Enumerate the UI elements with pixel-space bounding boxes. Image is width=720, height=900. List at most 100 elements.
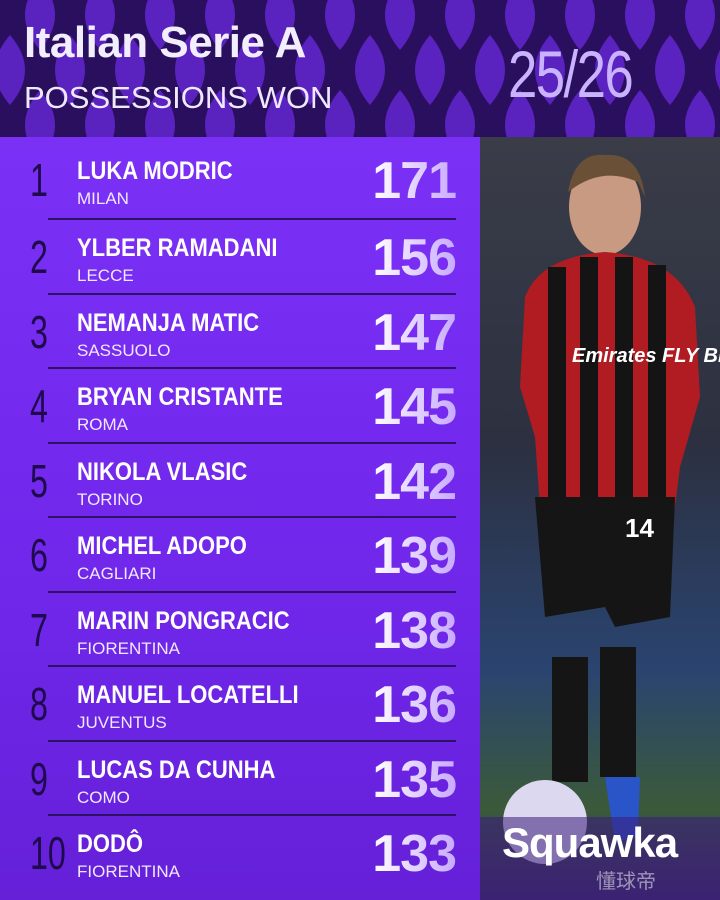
page-title: Italian Serie A [24, 18, 306, 67]
possessions-value: 147 [372, 303, 457, 362]
table-row: 4 BRYAN CRISTANTE ROMA 145 [0, 369, 480, 444]
pattern-shape [205, 0, 235, 50]
pattern-shape [655, 35, 685, 105]
rank: 6 [30, 529, 48, 581]
team-name: TORINO [77, 489, 143, 509]
pattern-shape [25, 0, 55, 50]
pattern-shape [265, 90, 295, 137]
pattern-shape [565, 0, 595, 50]
pattern-shape [145, 90, 175, 137]
pattern-shape [0, 35, 25, 105]
ranking-table: 1 LUKA MODRIC MILAN 171 2 YLBER RAMADANI… [0, 137, 480, 900]
possessions-value: 135 [372, 750, 457, 809]
table-row: 6 MICHEL ADOPO CAGLIARI 139 [0, 518, 480, 593]
page-subtitle: POSSESSIONS WON [24, 80, 333, 115]
pattern-shape [445, 0, 475, 50]
table-row: 3 NEMANJA MATIC SASSUOLO 147 [0, 295, 480, 369]
possessions-value: 133 [372, 825, 457, 883]
table-row: 8 MANUEL LOCATELLI JUVENTUS 136 [0, 667, 480, 742]
player-name: DODÔ [77, 830, 143, 858]
rank: 10 [30, 827, 66, 879]
pattern-shape [685, 90, 715, 137]
pattern-shape [625, 90, 655, 137]
team-name: CAGLIARI [77, 564, 157, 583]
row-divider [48, 516, 456, 518]
header: Italian Serie A POSSESSIONS WON 25/26 [0, 0, 720, 137]
rank: 9 [30, 752, 48, 805]
row-divider [48, 367, 456, 369]
pattern-shape [325, 0, 355, 50]
pattern-shape [85, 0, 115, 50]
row-divider [48, 590, 456, 593]
pattern-shape [235, 35, 265, 105]
pattern-shape [535, 35, 565, 105]
player-name: BRYAN CRISTANTE [77, 383, 283, 411]
rank: 3 [30, 305, 48, 358]
team-name: COMO [77, 787, 130, 807]
pattern-shape [385, 0, 415, 50]
pattern-shape [415, 35, 445, 105]
pattern-shape [715, 49, 720, 91]
rank: 7 [30, 603, 48, 656]
team-name: SASSUOLO [77, 340, 171, 360]
possessions-value: 145 [372, 378, 457, 436]
pattern-shape [505, 0, 535, 50]
pattern-shape [595, 35, 625, 105]
team-name: FIORENTINA [77, 862, 180, 881]
row-divider [48, 814, 456, 816]
possessions-value: 138 [372, 601, 457, 660]
row-divider [48, 292, 456, 295]
possessions-value: 136 [372, 676, 457, 734]
table-row: 7 MARIN PONGRACIC FIORENTINA 138 [0, 593, 480, 667]
shirt-sponsor: Emirates FLY BETTER [572, 345, 720, 367]
rank: 2 [30, 231, 48, 283]
possessions-value: 139 [372, 527, 457, 585]
possessions-value: 142 [372, 452, 457, 511]
pattern-shape [205, 90, 235, 137]
team-name: FIORENTINA [77, 638, 180, 658]
row-divider [48, 739, 456, 742]
player-name: NEMANJA MATIC [77, 308, 260, 337]
season-label: 25/26 [508, 37, 634, 111]
row-divider [48, 441, 456, 444]
player-illustration: Emirates FLY BETTER 14 [480, 154, 720, 900]
pattern-shape [325, 90, 355, 137]
rank: 5 [30, 454, 48, 507]
rank: 8 [30, 678, 48, 730]
table-row: 1 LUKA MODRIC MILAN 171 [0, 137, 480, 220]
pattern-shape [175, 35, 205, 105]
table-row: 9 LUCAS DA CUNHA COMO 135 [0, 742, 480, 816]
watermark: 懂球帝 [596, 871, 656, 893]
player-name: YLBER RAMADANI [77, 234, 278, 262]
pattern-shape [565, 90, 595, 137]
pattern-shape [85, 90, 115, 137]
player-name: NIKOLA VLASIC [77, 457, 248, 486]
pattern-shape [505, 90, 535, 137]
rank: 1 [30, 154, 48, 206]
shirt-number: 14 [625, 513, 654, 543]
pattern-shape [625, 0, 655, 50]
pattern-shape [55, 35, 85, 105]
rank: 4 [30, 380, 48, 432]
row-divider [48, 665, 456, 667]
pattern-shape [115, 35, 145, 105]
team-name: ROMA [77, 415, 128, 434]
pattern-shape [25, 90, 55, 137]
pattern-shape [475, 35, 505, 105]
table-row: 2 YLBER RAMADANI LECCE 156 [0, 220, 480, 295]
player-name: MARIN PONGRACIC [77, 606, 290, 635]
pattern-shape [265, 0, 295, 50]
pattern-shape [355, 35, 385, 105]
possessions-value: 156 [372, 229, 457, 287]
pattern-shape [385, 90, 415, 137]
pattern-shape [295, 35, 325, 105]
team-name: MILAN [77, 189, 129, 208]
header-pattern [0, 0, 720, 137]
table-row: 5 NIKOLA VLASIC TORINO 142 [0, 444, 480, 518]
table-row: 10 DODÔ FIORENTINA 133 [0, 816, 480, 891]
team-name: LECCE [77, 266, 134, 285]
row-divider [48, 218, 456, 220]
pattern-shape [145, 0, 175, 50]
player-name: LUCAS DA CUNHA [77, 755, 276, 784]
pattern-shape [445, 90, 475, 137]
